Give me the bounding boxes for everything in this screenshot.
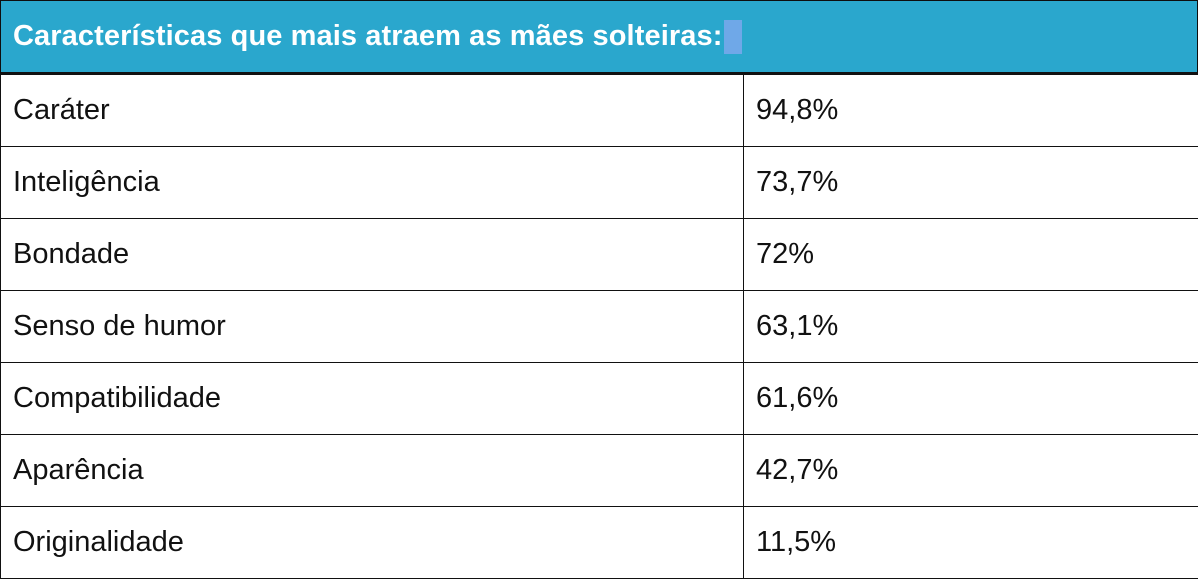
table-row: Bondade 72%	[0, 218, 1198, 291]
table-row: Caráter 94,8%	[0, 74, 1198, 147]
table-row: Originalidade 11,5%	[0, 506, 1198, 579]
row-value: 11,5%	[743, 506, 1198, 579]
table-row: Aparência 42,7%	[0, 434, 1198, 507]
table-row: Compatibilidade 61,6%	[0, 362, 1198, 435]
row-label: Senso de humor	[0, 290, 744, 363]
table-header: Características que mais atraem as mães …	[0, 0, 1198, 74]
row-value: 61,6%	[743, 362, 1198, 435]
row-label: Bondade	[0, 218, 744, 291]
row-value: 94,8%	[743, 74, 1198, 147]
row-label: Caráter	[0, 74, 744, 147]
row-label: Aparência	[0, 434, 744, 507]
row-value: 63,1%	[743, 290, 1198, 363]
table-body: Caráter 94,8% Inteligência 73,7% Bondade…	[0, 74, 1198, 579]
row-label: Originalidade	[0, 506, 744, 579]
row-label: Inteligência	[0, 146, 744, 219]
table-row: Inteligência 73,7%	[0, 146, 1198, 219]
row-value: 73,7%	[743, 146, 1198, 219]
row-label: Compatibilidade	[0, 362, 744, 435]
text-selection-highlight	[724, 19, 743, 54]
row-value: 42,7%	[743, 434, 1198, 507]
table-title: Características que mais atraem as mães …	[13, 20, 723, 52]
table-row: Senso de humor 63,1%	[0, 290, 1198, 363]
row-value: 72%	[743, 218, 1198, 291]
